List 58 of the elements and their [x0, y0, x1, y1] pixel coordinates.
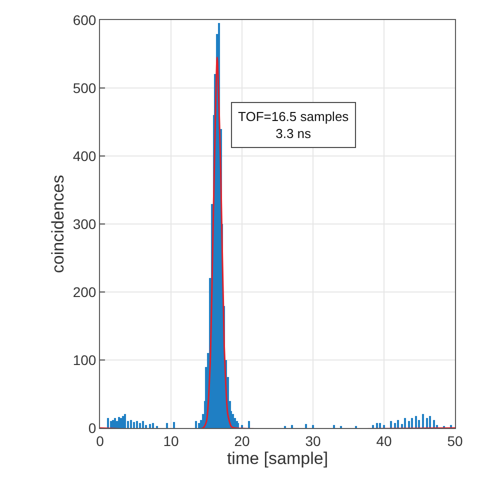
bar — [418, 420, 420, 428]
x-tick-label: 20 — [234, 432, 250, 449]
bar — [429, 416, 431, 428]
bar — [195, 421, 197, 428]
line-series — [100, 56, 455, 428]
x-tick-label: 40 — [376, 432, 392, 449]
bar — [118, 417, 120, 428]
y-tick-label: 200 — [72, 284, 96, 300]
bar — [145, 425, 147, 428]
bar — [411, 418, 413, 428]
bar — [149, 424, 151, 428]
bar — [234, 418, 236, 428]
x-axis-title: time [sample] — [226, 449, 328, 468]
bar — [397, 420, 399, 428]
bar — [415, 416, 417, 428]
bar — [232, 414, 234, 428]
bar — [372, 425, 374, 428]
bar — [305, 424, 307, 428]
bar — [394, 423, 396, 428]
x-tick-label: 50 — [447, 432, 463, 449]
bar — [312, 425, 314, 428]
bar — [122, 416, 124, 428]
y-tick-label: 400 — [72, 148, 96, 164]
bar — [291, 425, 293, 428]
y-tick-label: 0 — [88, 420, 96, 436]
bar — [112, 420, 114, 428]
y-tick-label: 300 — [72, 216, 96, 232]
bar — [408, 421, 410, 428]
bar — [390, 421, 392, 428]
bar — [433, 420, 435, 428]
bar — [166, 423, 168, 428]
bar — [379, 423, 381, 428]
bar — [426, 418, 428, 428]
annotation: TOF=16.5 samples 3.3 ns — [238, 109, 350, 141]
y-axis-title: coincidences — [48, 174, 68, 274]
bar — [376, 423, 378, 428]
y-tick-label: 100 — [72, 352, 96, 368]
bar — [248, 421, 250, 428]
bar — [114, 418, 116, 428]
bar — [107, 418, 109, 428]
bar — [383, 425, 385, 428]
bar — [333, 425, 335, 428]
bar — [136, 421, 138, 428]
bar — [139, 423, 141, 428]
bar — [422, 414, 424, 428]
bar — [133, 422, 135, 428]
bar — [142, 421, 144, 428]
bar — [404, 418, 406, 428]
y-tick-label: 500 — [72, 80, 96, 96]
bar — [124, 414, 126, 428]
x-tick-label: 30 — [305, 432, 321, 449]
bar — [198, 423, 200, 428]
y-tick-label: 600 — [72, 12, 96, 28]
bar — [110, 421, 112, 428]
bar — [130, 420, 132, 428]
bar — [152, 423, 154, 428]
x-tick-label: 10 — [163, 432, 179, 449]
bar — [173, 422, 175, 428]
